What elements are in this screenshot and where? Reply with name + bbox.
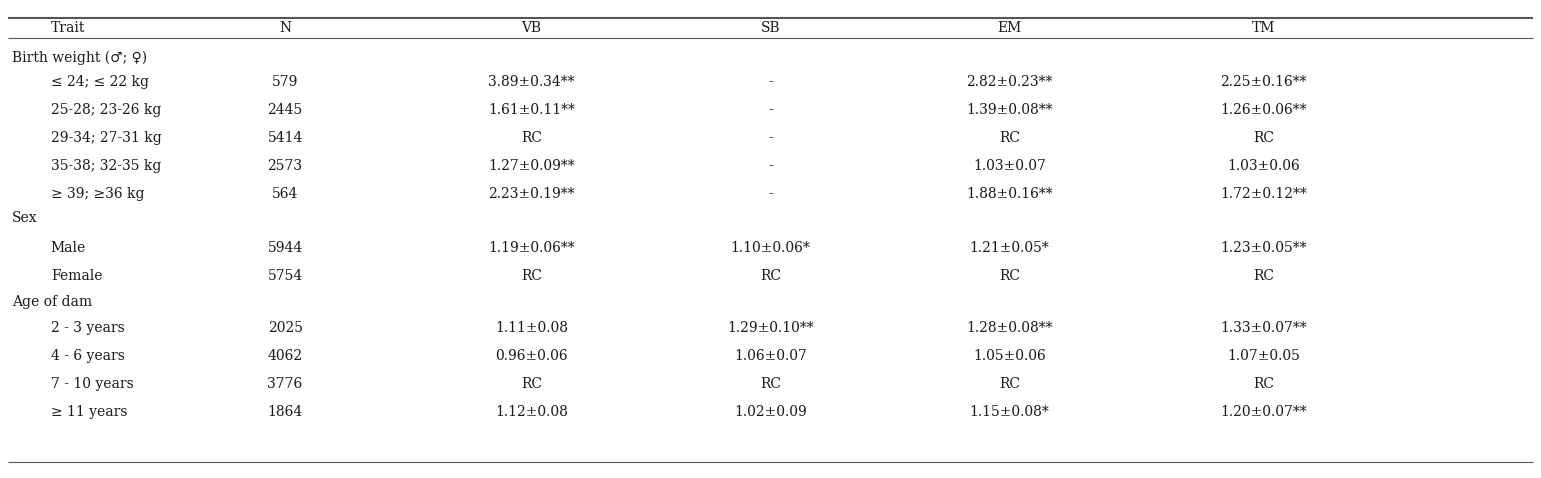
Text: SB: SB bbox=[761, 21, 780, 35]
Text: -: - bbox=[767, 187, 774, 201]
Text: 0.96±0.06: 0.96±0.06 bbox=[495, 349, 569, 363]
Text: RC: RC bbox=[521, 131, 542, 145]
Text: 2573: 2573 bbox=[268, 159, 302, 173]
Text: 5754: 5754 bbox=[268, 269, 302, 283]
Text: -: - bbox=[767, 75, 774, 89]
Text: 1.21±0.05*: 1.21±0.05* bbox=[969, 241, 1049, 255]
Text: 1.02±0.09: 1.02±0.09 bbox=[734, 405, 807, 419]
Text: RC: RC bbox=[1253, 131, 1274, 145]
Text: -: - bbox=[767, 103, 774, 117]
Text: 1.26±0.06**: 1.26±0.06** bbox=[1220, 103, 1307, 117]
Text: 2445: 2445 bbox=[268, 103, 302, 117]
Text: 2025: 2025 bbox=[268, 321, 302, 335]
Text: 2 - 3 years: 2 - 3 years bbox=[51, 321, 125, 335]
Text: Trait: Trait bbox=[51, 21, 85, 35]
Text: 1.07±0.05: 1.07±0.05 bbox=[1227, 349, 1301, 363]
Text: 1.23±0.05**: 1.23±0.05** bbox=[1220, 241, 1307, 255]
Text: VB: VB bbox=[521, 21, 542, 35]
Text: N: N bbox=[279, 21, 291, 35]
Text: 25-28; 23-26 kg: 25-28; 23-26 kg bbox=[51, 103, 162, 117]
Text: 1.12±0.08: 1.12±0.08 bbox=[495, 405, 569, 419]
Text: 1.19±0.06**: 1.19±0.06** bbox=[488, 241, 575, 255]
Text: 1.20±0.07**: 1.20±0.07** bbox=[1220, 405, 1307, 419]
Text: ≥ 39; ≥36 kg: ≥ 39; ≥36 kg bbox=[51, 187, 145, 201]
Text: Birth weight (♂; ♀): Birth weight (♂; ♀) bbox=[12, 51, 148, 65]
Text: EM: EM bbox=[997, 21, 1022, 35]
Text: Sex: Sex bbox=[12, 211, 39, 225]
Text: Age of dam: Age of dam bbox=[12, 295, 92, 309]
Text: 1.61±0.11**: 1.61±0.11** bbox=[488, 103, 575, 117]
Text: 1.27±0.09**: 1.27±0.09** bbox=[488, 159, 575, 173]
Text: 3776: 3776 bbox=[268, 377, 302, 391]
Text: 1.03±0.07: 1.03±0.07 bbox=[972, 159, 1046, 173]
Text: Male: Male bbox=[51, 241, 86, 255]
Text: ≥ 11 years: ≥ 11 years bbox=[51, 405, 128, 419]
Text: 1.39±0.08**: 1.39±0.08** bbox=[966, 103, 1053, 117]
Text: 3.89±0.34**: 3.89±0.34** bbox=[488, 75, 575, 89]
Text: ≤ 24; ≤ 22 kg: ≤ 24; ≤ 22 kg bbox=[51, 75, 149, 89]
Text: 1.72±0.12**: 1.72±0.12** bbox=[1220, 187, 1307, 201]
Text: 35-38; 32-35 kg: 35-38; 32-35 kg bbox=[51, 159, 162, 173]
Text: 1.05±0.06: 1.05±0.06 bbox=[972, 349, 1046, 363]
Text: RC: RC bbox=[760, 377, 781, 391]
Text: 5414: 5414 bbox=[268, 131, 302, 145]
Text: 1864: 1864 bbox=[268, 405, 302, 419]
Text: -: - bbox=[767, 159, 774, 173]
Text: 579: 579 bbox=[271, 75, 299, 89]
Text: RC: RC bbox=[999, 269, 1020, 283]
Text: 1.03±0.06: 1.03±0.06 bbox=[1227, 159, 1301, 173]
Text: RC: RC bbox=[521, 377, 542, 391]
Text: TM: TM bbox=[1251, 21, 1276, 35]
Text: 7 - 10 years: 7 - 10 years bbox=[51, 377, 134, 391]
Text: 1.88±0.16**: 1.88±0.16** bbox=[966, 187, 1053, 201]
Text: 29-34; 27-31 kg: 29-34; 27-31 kg bbox=[51, 131, 162, 145]
Text: 1.15±0.08*: 1.15±0.08* bbox=[969, 405, 1049, 419]
Text: 2.82±0.23**: 2.82±0.23** bbox=[966, 75, 1053, 89]
Text: 1.10±0.06*: 1.10±0.06* bbox=[730, 241, 811, 255]
Text: 4 - 6 years: 4 - 6 years bbox=[51, 349, 125, 363]
Text: 1.28±0.08**: 1.28±0.08** bbox=[966, 321, 1053, 335]
Text: 4062: 4062 bbox=[268, 349, 302, 363]
Text: RC: RC bbox=[999, 377, 1020, 391]
Text: 2.25±0.16**: 2.25±0.16** bbox=[1220, 75, 1307, 89]
Text: RC: RC bbox=[1253, 269, 1274, 283]
Text: 1.29±0.10**: 1.29±0.10** bbox=[727, 321, 814, 335]
Text: 1.11±0.08: 1.11±0.08 bbox=[495, 321, 569, 335]
Text: 564: 564 bbox=[271, 187, 299, 201]
Text: RC: RC bbox=[760, 269, 781, 283]
Text: RC: RC bbox=[1253, 377, 1274, 391]
Text: 1.06±0.07: 1.06±0.07 bbox=[734, 349, 807, 363]
Text: RC: RC bbox=[521, 269, 542, 283]
Text: RC: RC bbox=[999, 131, 1020, 145]
Text: Female: Female bbox=[51, 269, 102, 283]
Text: 2.23±0.19**: 2.23±0.19** bbox=[488, 187, 575, 201]
Text: -: - bbox=[767, 131, 774, 145]
Text: 5944: 5944 bbox=[268, 241, 302, 255]
Text: 1.33±0.07**: 1.33±0.07** bbox=[1220, 321, 1307, 335]
